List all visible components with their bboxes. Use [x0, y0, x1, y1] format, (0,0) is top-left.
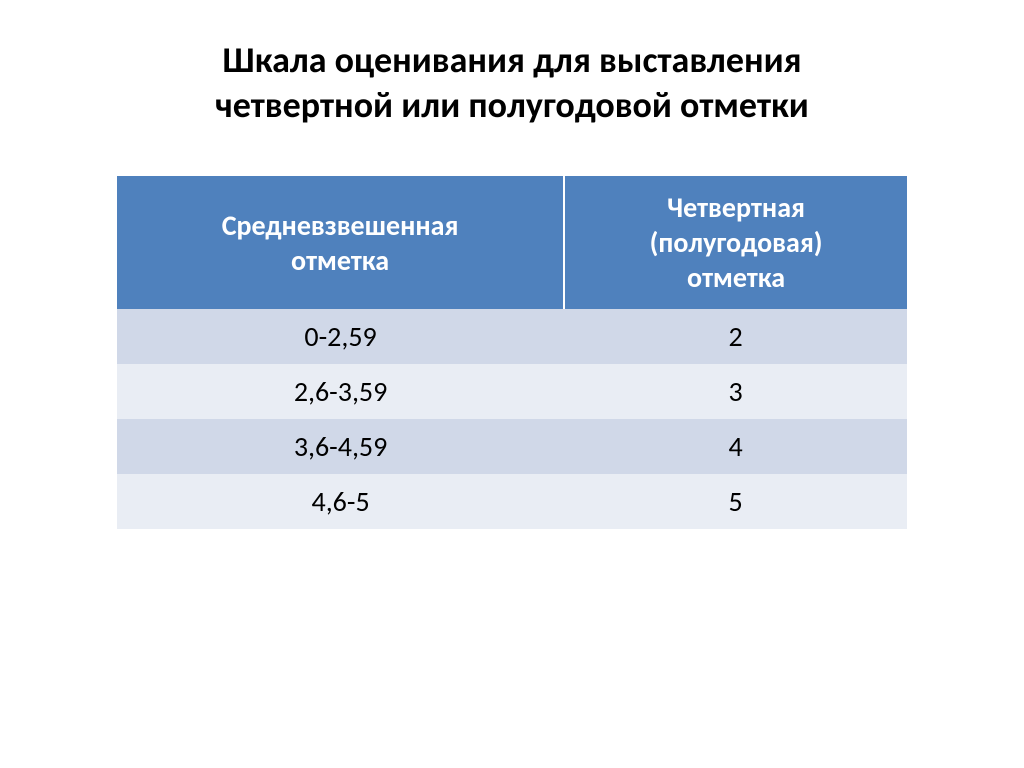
- slide: Шкала оценивания для выставления четверт…: [0, 0, 1024, 768]
- table-row: 0-2,59 2: [117, 309, 907, 364]
- grading-table: Средневзвешенная отметка Четвертная (пол…: [117, 176, 907, 529]
- table-row: 2,6-3,59 3: [117, 364, 907, 419]
- cell-range: 0-2,59: [117, 309, 564, 364]
- table-row: 3,6-4,59 4: [117, 419, 907, 474]
- col-header-weighted-l2: отметка: [291, 243, 389, 278]
- col-header-weighted: Средневзвешенная отметка: [117, 176, 564, 309]
- col-header-quarter-l3: отметка: [687, 260, 785, 295]
- cell-grade: 3: [564, 364, 907, 419]
- table-row: 4,6-5 5: [117, 474, 907, 529]
- col-header-quarter-l1: Четвертная: [667, 190, 805, 225]
- cell-grade: 2: [564, 309, 907, 364]
- cell-grade: 5: [564, 474, 907, 529]
- col-header-quarter-l2: (полугодовая): [650, 225, 823, 260]
- table-header-row: Средневзвешенная отметка Четвертная (пол…: [117, 176, 907, 309]
- cell-range: 4,6-5: [117, 474, 564, 529]
- title-line-1: Шкала оценивания для выставления: [222, 38, 801, 82]
- slide-title: Шкала оценивания для выставления четверт…: [60, 38, 964, 128]
- cell-grade: 4: [564, 419, 907, 474]
- title-line-2: четвертной или полугодовой отметки: [215, 83, 809, 127]
- col-header-weighted-l1: Средневзвешенная: [222, 208, 459, 243]
- cell-range: 3,6-4,59: [117, 419, 564, 474]
- cell-range: 2,6-3,59: [117, 364, 564, 419]
- col-header-quarter: Четвертная (полугодовая) отметка: [564, 176, 907, 309]
